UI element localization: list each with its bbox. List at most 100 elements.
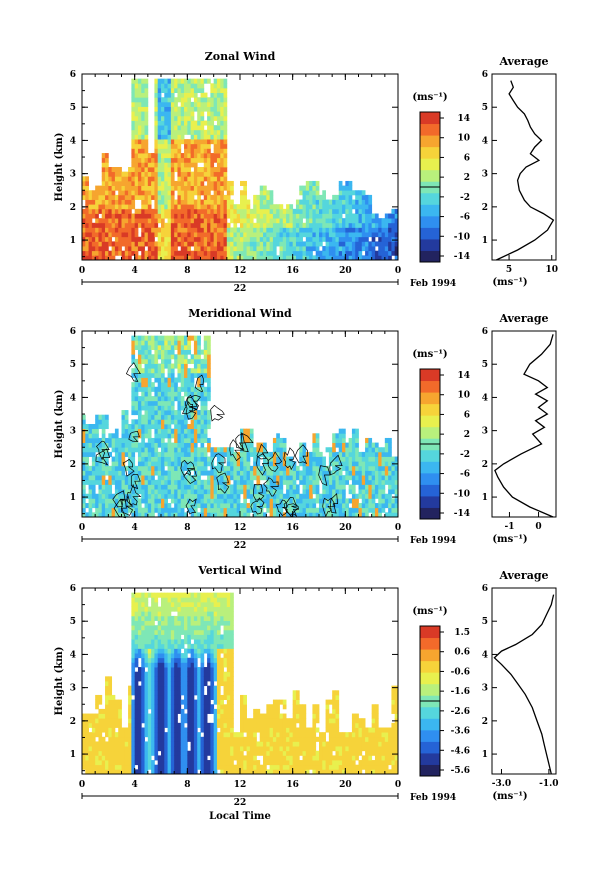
- heatmap-cell: [190, 162, 195, 168]
- heatmap-cell: [118, 456, 122, 462]
- heatmap-cell: [210, 479, 215, 485]
- heatmap-cell: [210, 139, 215, 145]
- heatmap-cell: [180, 344, 185, 350]
- heatmap-cell: [309, 204, 313, 210]
- heatmap-cell: [345, 180, 350, 186]
- heatmap-cell: [134, 363, 139, 369]
- heatmap-cell: [174, 363, 178, 369]
- heatmap-cell: [141, 615, 145, 621]
- heatmap-cell: [322, 493, 326, 499]
- heatmap-cell: [216, 199, 221, 205]
- heatmap-cell: [207, 493, 211, 499]
- heatmap-cell: [88, 498, 93, 504]
- heatmap-cell: [180, 428, 185, 434]
- heatmap-cell: [82, 222, 86, 228]
- heatmap-cell: [144, 676, 149, 682]
- heatmap-cell: [177, 414, 182, 420]
- heatmap-cell: [348, 484, 353, 490]
- heatmap-cell: [134, 358, 139, 364]
- heatmap-cell: [263, 241, 267, 247]
- heatmap-cell: [193, 143, 198, 149]
- heatmap-cell: [108, 507, 113, 513]
- heatmap-cell: [378, 470, 382, 476]
- heatmap-cell: [365, 456, 369, 462]
- heatmap-cell: [141, 732, 145, 738]
- heatmap-cell: [210, 97, 215, 103]
- heatmap-cell: [319, 222, 323, 228]
- heatmap-cell: [134, 713, 139, 719]
- heatmap-cell: [144, 92, 149, 98]
- heatmap-cell: [236, 461, 241, 467]
- heatmap-cell: [230, 241, 234, 247]
- contour-lines: [95, 362, 343, 519]
- heatmap-cell: [246, 433, 251, 439]
- heatmap-cell: [180, 241, 185, 247]
- heatmap-cell: [197, 414, 201, 420]
- heatmap-cell: [226, 246, 231, 252]
- heatmap-cell: [164, 106, 168, 112]
- heatmap-cell: [167, 125, 172, 131]
- heatmap-cell: [170, 414, 175, 420]
- profile-y-tick-label: 3: [482, 427, 488, 437]
- heatmap-cell: [309, 208, 313, 214]
- heatmap-cell: [108, 465, 113, 471]
- heatmap-cell: [91, 213, 96, 219]
- heatmap-cell: [167, 246, 172, 252]
- heatmap-cell: [259, 190, 264, 196]
- heatmap-cell: [177, 349, 182, 355]
- heatmap-cell: [342, 185, 346, 191]
- heatmap-cell: [118, 764, 122, 770]
- heatmap-cell: [85, 218, 89, 224]
- heatmap-cell: [325, 204, 330, 210]
- heatmap-cell: [101, 218, 106, 224]
- heatmap-cell: [184, 512, 188, 518]
- heatmap-cell: [184, 180, 188, 186]
- heatmap-cell: [167, 143, 172, 149]
- heatmap-cell: [223, 507, 228, 513]
- heatmap-cell: [180, 507, 185, 513]
- heatmap-cell: [368, 194, 373, 200]
- heatmap-cell: [137, 741, 142, 747]
- heatmap-cell: [213, 470, 218, 476]
- heatmap-cell: [305, 461, 310, 467]
- heatmap-cell: [216, 157, 221, 163]
- heatmap-cell: [197, 204, 201, 210]
- heatmap-cell: [325, 447, 330, 453]
- heatmap-cell: [302, 465, 307, 471]
- heatmap-cell: [82, 241, 86, 247]
- heatmap-cell: [157, 648, 162, 654]
- heatmap-cell: [207, 489, 211, 495]
- heatmap-cell: [91, 461, 96, 467]
- heatmap-cell: [134, 592, 139, 598]
- heatmap-cell: [315, 475, 320, 481]
- heatmap-cell: [253, 213, 257, 219]
- heatmap-cell: [151, 246, 155, 252]
- heatmap-cell: [381, 465, 386, 471]
- heatmap-cell: [365, 503, 369, 509]
- heatmap-cell: [269, 199, 274, 205]
- heatmap-cell: [180, 213, 185, 219]
- heatmap-cell: [141, 653, 145, 659]
- heatmap-cell: [371, 442, 376, 448]
- heatmap-cell: [180, 157, 185, 163]
- heatmap-cell: [351, 213, 356, 219]
- heatmap-cell: [263, 456, 267, 462]
- heatmap-cell: [184, 475, 188, 481]
- heatmap-cell: [144, 139, 149, 145]
- heatmap-cell: [240, 246, 244, 252]
- heatmap-cell: [95, 498, 99, 504]
- heatmap-cell: [131, 344, 136, 350]
- heatmap-cell: [210, 507, 215, 513]
- heatmap-cell: [137, 101, 142, 107]
- heatmap-cell: [388, 489, 392, 495]
- heatmap-cell: [147, 208, 152, 214]
- heatmap-cell: [378, 507, 382, 513]
- heatmap-cell: [259, 447, 264, 453]
- heatmap-cell: [114, 732, 119, 738]
- heatmap-cell: [272, 507, 277, 513]
- heatmap-cell: [144, 372, 149, 378]
- heatmap-cell: [91, 246, 96, 252]
- heatmap-cell: [216, 125, 221, 131]
- heatmap-cell: [118, 713, 122, 719]
- heatmap-cell: [88, 194, 93, 200]
